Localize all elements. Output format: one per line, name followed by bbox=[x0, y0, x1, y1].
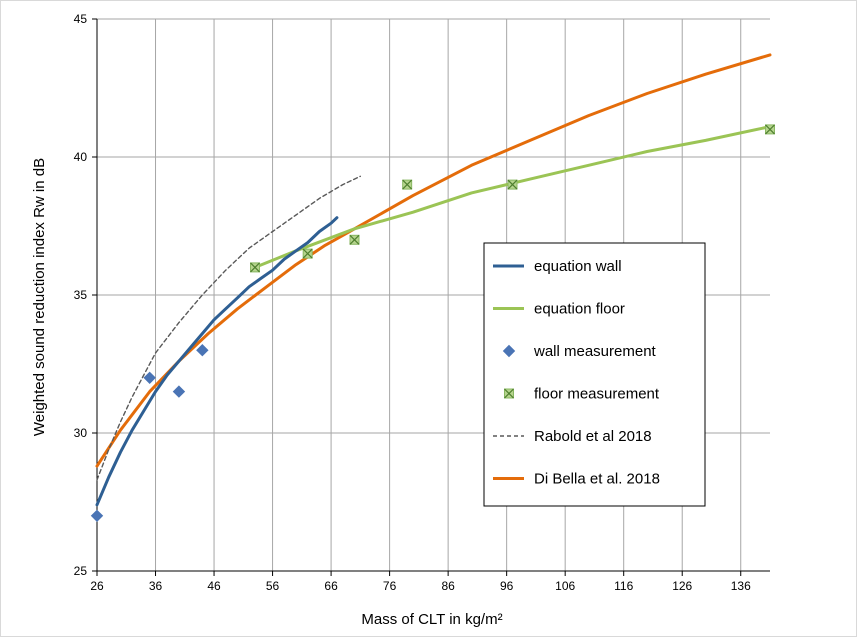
rabold-et-al-2018-line bbox=[96, 175, 361, 481]
x-tick-label: 66 bbox=[324, 579, 338, 593]
wall-measurement-point bbox=[196, 343, 209, 357]
floor-measurement-point bbox=[507, 179, 518, 190]
legend-label-equation-floor: equation floor bbox=[534, 301, 625, 318]
y-tick-label: 30 bbox=[74, 426, 88, 440]
y-tick-label: 25 bbox=[74, 564, 88, 578]
legend-box bbox=[483, 242, 706, 507]
y-tick-label: 35 bbox=[74, 288, 88, 302]
floor-measurement-point bbox=[250, 262, 261, 273]
x-tick-label: 76 bbox=[383, 579, 397, 593]
legend-swatch-wall-measurement bbox=[502, 344, 516, 358]
y-tick-labels: 25 30 35 40 45 bbox=[74, 12, 88, 578]
y-axis-title: Weighted sound reduction index Rw in dB bbox=[31, 158, 48, 436]
legend-label-rabold-et-al-2018: Rabold et al 2018 bbox=[534, 428, 652, 445]
legend-label-equation-wall: equation wall bbox=[534, 258, 622, 275]
x-tick-label: 116 bbox=[614, 579, 633, 593]
floor-measurement-point bbox=[765, 124, 775, 135]
legend-swatch-floor-measurement bbox=[504, 388, 514, 399]
x-tick-label: 106 bbox=[555, 579, 575, 593]
series-layer bbox=[90, 53, 775, 523]
legend-label-floor-measurement: floor measurement bbox=[534, 386, 660, 403]
floor-measurement-point bbox=[302, 248, 313, 259]
legend: equation wall equation floor wall measurem… bbox=[483, 242, 706, 507]
equation-floor-line bbox=[253, 125, 772, 269]
x-tick-label: 86 bbox=[441, 579, 455, 593]
wall-measurement-point bbox=[90, 509, 104, 523]
y-tick-label: 40 bbox=[74, 150, 88, 164]
x-tick-label: 46 bbox=[207, 579, 221, 593]
x-tick-label: 136 bbox=[731, 579, 751, 593]
floor-measurement-point bbox=[349, 234, 360, 245]
x-tick-label: 26 bbox=[90, 579, 104, 593]
legend-label-wall-measurement: wall measurement bbox=[533, 343, 657, 360]
x-tick-label: 56 bbox=[266, 579, 280, 593]
x-tick-labels: 26 36 46 56 66 76 86 96 106 116 126 136 bbox=[90, 579, 751, 593]
legend-label-di-bella-et-al-2018: Di Bella et al. 2018 bbox=[534, 471, 660, 488]
equation-wall-line bbox=[95, 216, 339, 507]
y-tick-label: 45 bbox=[74, 12, 88, 26]
x-tick-label: 126 bbox=[672, 579, 692, 593]
x-tick-label: 36 bbox=[149, 579, 163, 593]
x-axis-title: Mass of CLT in kg/m² bbox=[361, 611, 502, 628]
wall-measurement-point bbox=[143, 371, 156, 385]
x-tick-label: 96 bbox=[500, 579, 514, 593]
floor-measurement-point bbox=[402, 179, 413, 190]
wall-measurement-point bbox=[172, 385, 186, 398]
